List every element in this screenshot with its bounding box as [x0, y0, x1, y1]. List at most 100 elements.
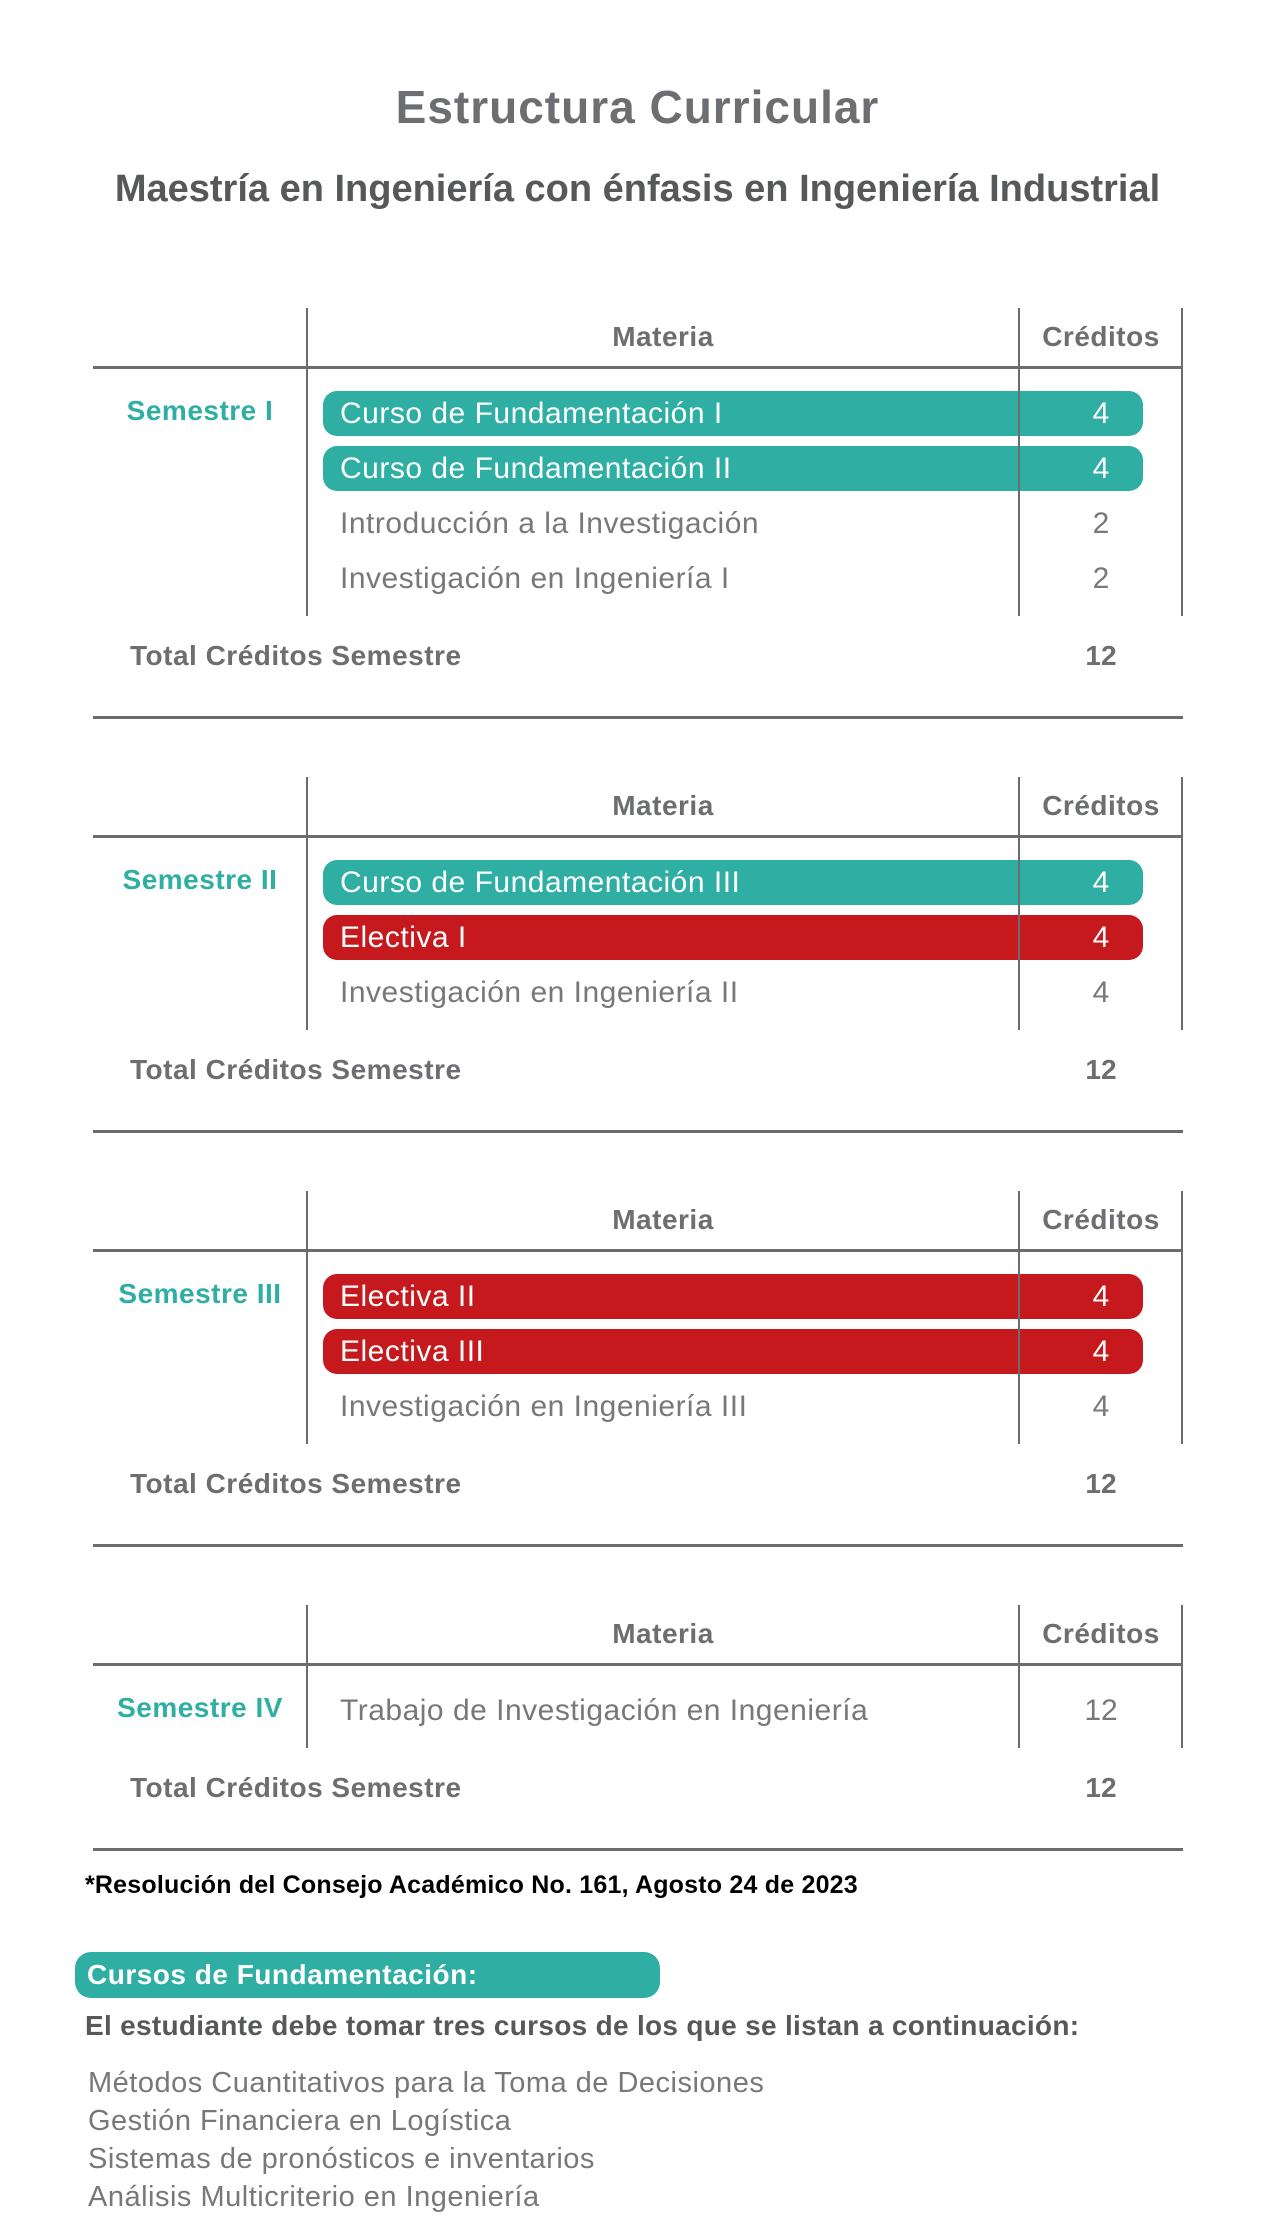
course-row: Curso de Fundamentación III 4 — [93, 860, 1183, 905]
course-list-item: Análisis Multicriterio en Ingeniería — [88, 2181, 540, 2213]
creditos-column-header: Créditos — [1042, 1618, 1160, 1649]
page-title: Estructura Curricular — [395, 81, 880, 133]
page-header: Estructura Curricular Maestría en Ingeni… — [0, 0, 1275, 208]
fundamentacion-intro: El estudiante debe tomar tres cursos de … — [85, 2010, 1080, 2041]
course-credits: 4 — [1092, 1390, 1110, 1423]
course-pill-red — [323, 1329, 1143, 1374]
table-header-row: Materia Créditos — [93, 1191, 1183, 1249]
semester-label: Semestre III — [118, 1278, 282, 1309]
column-divider — [306, 308, 308, 616]
column-divider — [1181, 777, 1183, 1030]
course-name: Electiva I — [340, 921, 467, 954]
table-separator — [93, 1848, 1183, 1851]
total-value: 12 — [1085, 1054, 1117, 1085]
course-name: Trabajo de Investigación en Ingeniería — [340, 1694, 869, 1727]
course-credits: 4 — [1092, 1335, 1110, 1368]
course-credits: 4 — [1092, 866, 1110, 899]
total-label: Total Créditos Semestre — [130, 1468, 462, 1499]
table-body: Curso de Fundamentación III 4 Electiva I… — [93, 838, 1183, 1030]
total-row: Total Créditos Semestre 12 — [93, 640, 1183, 671]
header-rule — [93, 835, 1183, 838]
total-row: Total Créditos Semestre 12 — [93, 1772, 1183, 1803]
column-divider — [1018, 308, 1020, 616]
course-name: Curso de Fundamentación I — [340, 397, 723, 430]
course-pill-teal — [323, 391, 1143, 436]
table-body: Electiva II 4 Electiva III 4 Investigaci… — [93, 1252, 1183, 1444]
course-credits: 4 — [1092, 452, 1110, 485]
course-row: Investigación en Ingeniería I 2 — [93, 556, 1183, 601]
total-value: 12 — [1085, 640, 1117, 671]
materia-column-header: Materia — [612, 321, 714, 352]
table-header-row: Materia Créditos — [93, 777, 1183, 835]
total-value: 12 — [1085, 1468, 1117, 1499]
course-row: Curso de Fundamentación II 4 — [93, 446, 1183, 491]
table-separator — [93, 716, 1183, 719]
table-separator — [93, 1544, 1183, 1547]
table-grid: Materia Créditos Trabajo de Investigació… — [93, 1605, 1183, 1748]
label-column-spacer — [93, 1605, 307, 1663]
course-name: Curso de Fundamentación III — [340, 866, 741, 899]
semester-label: Semestre I — [126, 395, 274, 426]
course-list-item: Sistemas de pronósticos e inventarios — [88, 2143, 595, 2175]
table-grid: Materia Créditos Curso de Fundamentación… — [93, 308, 1183, 616]
course-name: Investigación en Ingeniería II — [340, 976, 739, 1009]
course-name: Investigación en Ingeniería III — [340, 1390, 748, 1423]
semester-table: Materia Créditos Electiva II 4 Electiva … — [93, 1191, 1183, 1547]
fundamentacion-course-list: Métodos Cuantitativos para la Toma de De… — [88, 2064, 1275, 2216]
course-name: Curso de Fundamentación II — [340, 452, 732, 485]
course-credits: 4 — [1092, 1280, 1110, 1313]
materia-column-header: Materia — [612, 790, 714, 821]
course-pill-red — [323, 1274, 1143, 1319]
semester-label: Semestre II — [122, 864, 278, 895]
course-name: Electiva II — [340, 1280, 476, 1313]
course-credits: 4 — [1092, 976, 1110, 1009]
column-divider — [1018, 777, 1020, 1030]
course-list-item: Gestión Financiera en Logística — [88, 2105, 512, 2137]
course-row: Investigación en Ingeniería III 4 — [93, 1384, 1183, 1429]
total-row: Total Créditos Semestre 12 — [93, 1468, 1183, 1499]
creditos-column-header: Créditos — [1042, 321, 1160, 352]
total-row: Total Créditos Semestre 12 — [93, 1054, 1183, 1085]
materia-column-header: Materia — [612, 1204, 714, 1235]
course-name: Electiva III — [340, 1335, 485, 1368]
course-row: Electiva II 4 — [93, 1274, 1183, 1319]
total-label: Total Créditos Semestre — [130, 1054, 462, 1085]
course-pill-teal — [323, 860, 1143, 905]
footnote: *Resolución del Consejo Académico No. 16… — [85, 1871, 858, 1899]
semester-label: Semestre IV — [117, 1692, 283, 1723]
column-divider — [306, 1605, 308, 1748]
course-credits: 4 — [1092, 921, 1110, 954]
course-row: Curso de Fundamentación I 4 — [93, 391, 1183, 436]
course-name: Introducción a la Investigación — [340, 507, 760, 540]
course-pill-teal — [323, 446, 1143, 491]
column-divider — [1018, 1191, 1020, 1444]
course-row: Investigación en Ingeniería II 4 — [93, 970, 1183, 1015]
label-column-spacer — [93, 308, 307, 366]
course-name: Investigación en Ingeniería I — [340, 562, 730, 595]
column-divider — [1018, 1605, 1020, 1748]
course-credits: 4 — [1092, 397, 1110, 430]
total-label: Total Créditos Semestre — [130, 640, 462, 671]
header-rule — [93, 1663, 1183, 1666]
column-divider — [306, 1191, 308, 1444]
semester-table: Materia Créditos Curso de Fundamentación… — [93, 777, 1183, 1133]
creditos-column-header: Créditos — [1042, 790, 1160, 821]
total-value: 12 — [1085, 1772, 1117, 1803]
header-rule — [93, 1249, 1183, 1252]
course-credits: 2 — [1092, 507, 1110, 540]
column-divider — [306, 777, 308, 1030]
page-subtitle: Maestría en Ingeniería con énfasis en In… — [114, 168, 1161, 210]
course-row: Electiva III 4 — [93, 1329, 1183, 1374]
course-row: Introducción a la Investigación 2 — [93, 501, 1183, 546]
course-credits: 12 — [1084, 1694, 1118, 1727]
label-column-spacer — [93, 1191, 307, 1249]
table-header-row: Materia Créditos — [93, 1605, 1183, 1663]
semester-table: Materia Créditos Trabajo de Investigació… — [93, 1605, 1183, 1851]
course-credits: 2 — [1092, 562, 1110, 595]
label-column-spacer — [93, 777, 307, 835]
table-separator — [93, 1130, 1183, 1133]
course-list-item: Métodos Cuantitativos para la Toma de De… — [88, 2067, 765, 2099]
column-divider — [1181, 1191, 1183, 1444]
table-grid: Materia Créditos Curso de Fundamentación… — [93, 777, 1183, 1030]
